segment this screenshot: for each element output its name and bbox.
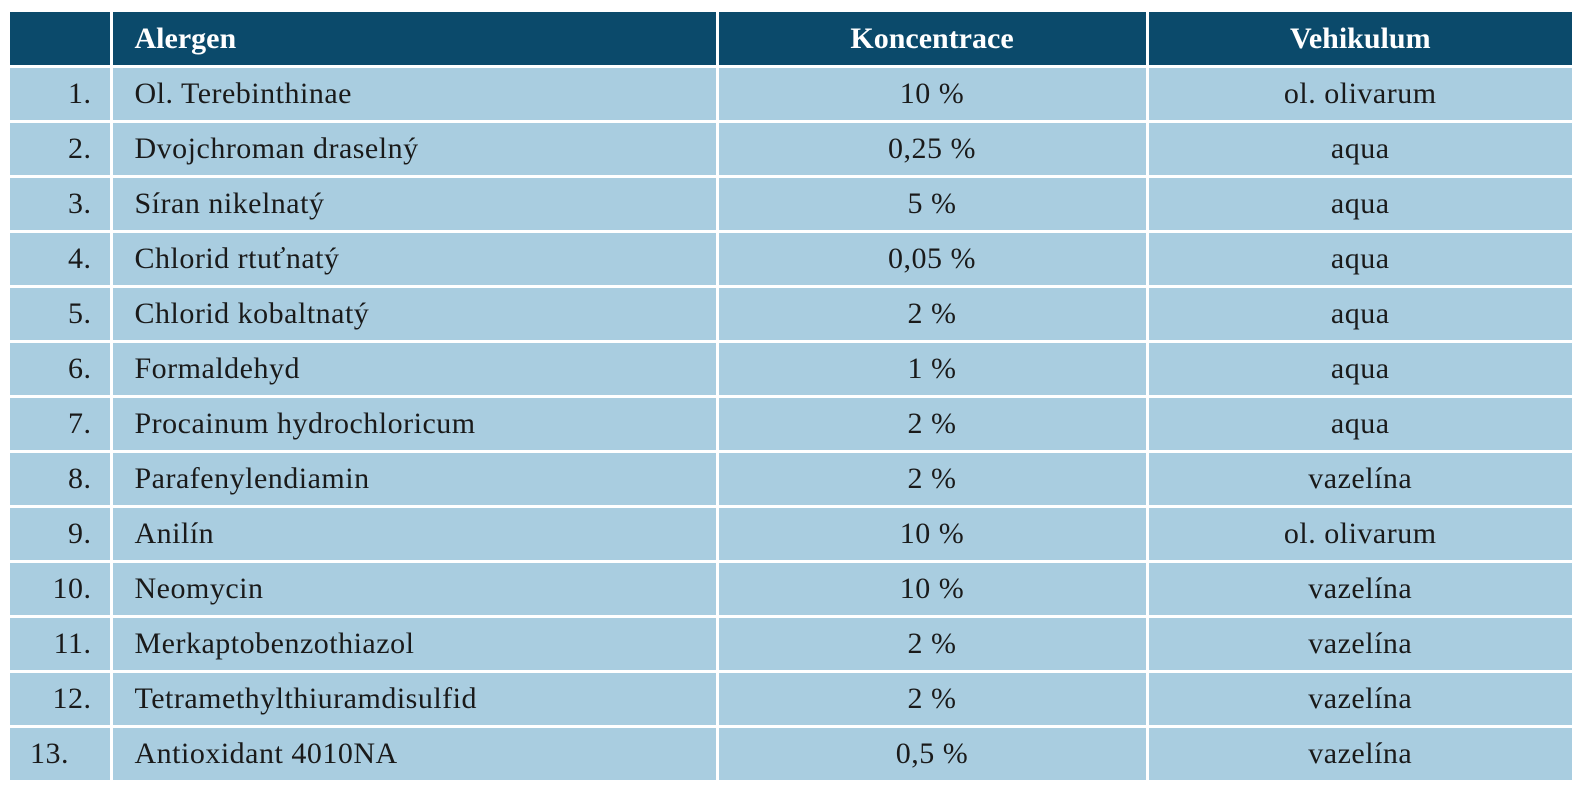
row-allergen: Procainum hydrochloricum xyxy=(111,396,719,453)
row-allergen: Parafenylendiamin xyxy=(111,451,719,508)
header-allergen: Alergen xyxy=(111,12,719,68)
table-row: 4. Chlorid rtuťnatý 0,05 % aqua xyxy=(10,231,1572,288)
row-concentration: 10 % xyxy=(717,506,1149,563)
header-vehicle: Vehikulum xyxy=(1147,12,1572,68)
row-number: 11. xyxy=(10,616,113,673)
row-concentration: 2 % xyxy=(717,671,1149,728)
table-row: 3. Síran nikelnatý 5 % aqua xyxy=(10,176,1572,233)
row-allergen: Chlorid rtuťnatý xyxy=(111,231,719,288)
row-number: 3. xyxy=(10,176,113,233)
row-allergen: Antioxidant 4010NA xyxy=(111,726,719,780)
row-number: 5. xyxy=(10,286,113,343)
row-vehicle: aqua xyxy=(1147,176,1572,233)
table-row: 10. Neomycin 10 % vazelína xyxy=(10,561,1572,618)
row-vehicle: vazelína xyxy=(1147,616,1572,673)
row-vehicle: vazelína xyxy=(1147,451,1572,508)
row-concentration: 2 % xyxy=(717,451,1149,508)
table-row: 7. Procainum hydrochloricum 2 % aqua xyxy=(10,396,1572,453)
row-allergen: Ol. Terebinthinae xyxy=(111,66,719,123)
row-vehicle: vazelína xyxy=(1308,737,1413,770)
row-allergen: Tetramethylthiuramdisulfid xyxy=(111,671,719,728)
table-row: 11. Merkaptobenzothiazol 2 % vazelína xyxy=(10,616,1572,673)
table-row: 1. Ol. Terebinthinae 10 % ol. olivarum xyxy=(10,66,1572,123)
table-row: 8. Parafenylendiamin 2 % vazelína xyxy=(10,451,1572,508)
row-vehicle: aqua xyxy=(1147,396,1572,453)
row-concentration: 1 % xyxy=(717,341,1149,398)
row-concentration: 5 % xyxy=(717,176,1149,233)
row-allergen: Merkaptobenzothiazol xyxy=(111,616,719,673)
row-vehicle: aqua xyxy=(1147,341,1572,398)
table-header: Alergen Koncentrace Vehikulum xyxy=(10,12,1572,68)
row-allergen: Anilín xyxy=(111,506,719,563)
allergen-table-container: Alergen Koncentrace Vehikulum 1. Ol. Ter… xyxy=(10,12,1572,780)
header-row: Alergen Koncentrace Vehikulum xyxy=(10,12,1572,68)
row-concentration: 2 % xyxy=(717,286,1149,343)
row-number: 4. xyxy=(10,231,113,288)
row-vehicle: aqua xyxy=(1147,121,1572,178)
row-number: 12. xyxy=(10,671,113,728)
row-allergen: Chlorid kobaltnatý xyxy=(111,286,719,343)
row-allergen: Formaldehyd xyxy=(111,341,719,398)
row-vehicle: aqua xyxy=(1147,231,1572,288)
row-vehicle: ol. olivarum xyxy=(1147,66,1572,123)
row-number: 8. xyxy=(10,451,113,508)
row-number: 13. xyxy=(10,726,113,780)
table-row: 2. Dvojchroman draselný 0,25 % aqua xyxy=(10,121,1572,178)
table-row: 13. Antioxidant 4010NA 0,5 % vazelína xyxy=(10,726,1572,780)
row-number: 7. xyxy=(10,396,113,453)
row-concentration: 0,5 % xyxy=(717,726,1149,780)
row-allergen: Dvojchroman draselný xyxy=(111,121,719,178)
row-concentration: 0,25 % xyxy=(717,121,1149,178)
row-number: 6. xyxy=(10,341,113,398)
table-row: 9. Anilín 10 % ol. olivarum xyxy=(10,506,1572,563)
row-number: 9. xyxy=(10,506,113,563)
table-row: 6. Formaldehyd 1 % aqua xyxy=(10,341,1572,398)
row-allergen: Síran nikelnatý xyxy=(111,176,719,233)
table-row: 5. Chlorid kobaltnatý 2 % aqua xyxy=(10,286,1572,343)
row-vehicle: aqua xyxy=(1147,286,1572,343)
header-number xyxy=(10,12,113,68)
row-concentration: 2 % xyxy=(717,396,1149,453)
row-number: 1. xyxy=(10,66,113,123)
row-concentration: 2 % xyxy=(717,616,1149,673)
row-concentration: 10 % xyxy=(717,561,1149,618)
header-concentration: Koncentrace xyxy=(717,12,1149,68)
allergen-table: Alergen Koncentrace Vehikulum 1. Ol. Ter… xyxy=(10,12,1572,780)
row-concentration: 0,05 % xyxy=(717,231,1149,288)
row-number: 2. xyxy=(10,121,113,178)
row-vehicle: ol. olivarum xyxy=(1147,506,1572,563)
table-row: 12. Tetramethylthiuramdisulfid 2 % vazel… xyxy=(10,671,1572,728)
table-body: 1. Ol. Terebinthinae 10 % ol. olivarum 2… xyxy=(10,66,1572,780)
row-number: 10. xyxy=(10,561,113,618)
row-allergen: Neomycin xyxy=(111,561,719,618)
row-vehicle: vazelína xyxy=(1147,671,1572,728)
row-concentration: 10 % xyxy=(717,66,1149,123)
row-vehicle: vazelína xyxy=(1147,561,1572,618)
